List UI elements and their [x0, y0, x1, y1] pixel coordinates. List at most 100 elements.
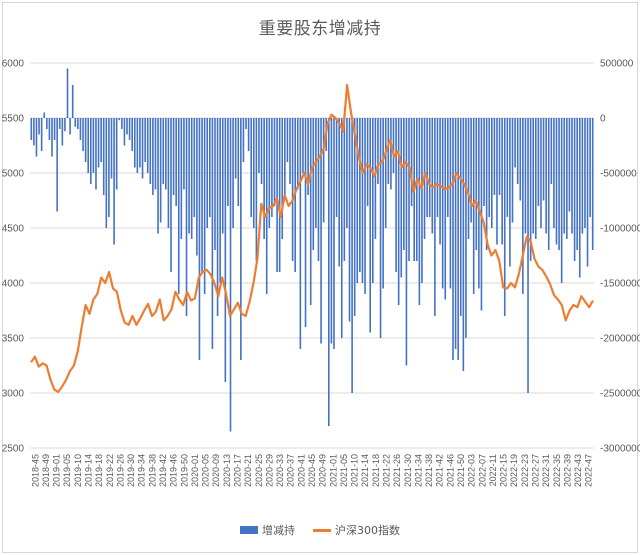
x-axis-tick: 2022-43: [573, 454, 583, 487]
bar: [252, 118, 255, 228]
bar: [177, 118, 180, 294]
bar: [149, 118, 152, 184]
bar: [167, 118, 170, 228]
x-axis-tick: 2020-09: [211, 454, 221, 487]
bar: [79, 118, 82, 140]
bar: [227, 118, 229, 206]
bar: [260, 118, 263, 184]
bar: [540, 118, 542, 228]
legend-line-label: 沪深300指数: [335, 524, 400, 537]
bar: [299, 118, 302, 349]
bar: [369, 118, 372, 333]
x-axis-tick: 2019-01: [52, 454, 62, 487]
right-axis-tick: -3000000: [600, 444, 640, 455]
bar: [441, 118, 444, 289]
bar: [568, 118, 571, 212]
bar: [315, 118, 317, 228]
bar: [390, 118, 392, 190]
left-axis-tick: 5000: [2, 169, 25, 180]
bar: [470, 118, 472, 223]
bar: [571, 118, 573, 234]
bar: [46, 118, 48, 129]
bar: [545, 118, 547, 234]
bar: [237, 118, 240, 206]
bar: [69, 118, 71, 135]
bar: [92, 118, 95, 173]
bar: [242, 118, 245, 162]
bar: [216, 118, 219, 316]
x-axis-tick: 2020-33: [275, 454, 285, 487]
bar: [71, 85, 74, 118]
bar: [400, 118, 403, 278]
bar: [348, 118, 351, 322]
bar: [547, 118, 550, 250]
bar: [452, 118, 454, 360]
x-axis-tick: 2020-25: [254, 454, 264, 487]
bar: [537, 118, 540, 206]
x-axis-tick: 2022-23: [520, 454, 530, 487]
bar: [108, 118, 110, 217]
x-axis-tick: 2021-46: [445, 454, 455, 487]
bar: [366, 118, 369, 206]
left-axis-tick: 3000: [2, 389, 25, 400]
x-axis-tick: 2020-17: [233, 454, 243, 487]
bar: [498, 118, 501, 195]
right-axis-tick: 0: [600, 114, 606, 125]
bar: [317, 118, 320, 261]
x-axis-tick: 2022-27: [531, 454, 541, 487]
bar: [371, 118, 374, 283]
x-axis-tick: 2020-21: [243, 454, 253, 487]
bar: [379, 118, 382, 338]
bar: [426, 118, 428, 217]
x-axis-tick: 2022-47: [584, 454, 594, 487]
bar: [183, 118, 185, 190]
bar: [338, 118, 340, 267]
bar: [328, 118, 330, 426]
bar: [255, 118, 258, 261]
x-axis-tick: 2020-29: [264, 454, 274, 487]
bar: [493, 118, 496, 195]
bar: [387, 118, 390, 184]
bar: [284, 118, 286, 201]
bar: [586, 118, 589, 267]
bar: [415, 118, 418, 261]
bar: [501, 118, 503, 245]
left-axis-tick: 3500: [2, 334, 25, 345]
bar: [377, 118, 379, 184]
bar: [472, 118, 475, 294]
bar: [447, 118, 449, 217]
bar: [459, 118, 462, 316]
bar: [395, 118, 397, 272]
bar: [115, 118, 118, 190]
chart-title: 重要股东增减持: [258, 19, 382, 39]
bar: [162, 118, 165, 184]
x-axis-tick: 2022-15: [499, 454, 509, 487]
bar: [454, 118, 457, 349]
bar: [58, 118, 61, 129]
bar: [578, 118, 581, 278]
bar: [193, 118, 196, 217]
bar: [511, 118, 514, 223]
bar: [97, 118, 100, 168]
bar: [141, 118, 144, 179]
bar: [382, 118, 384, 289]
bar: [397, 118, 400, 305]
x-axis-tick: 2018-49: [41, 454, 51, 487]
x-axis-tick: 2018-45: [30, 454, 40, 487]
bar: [133, 118, 136, 168]
bar: [214, 118, 216, 250]
legend-item-line: 沪深300指数: [313, 522, 400, 538]
bar: [519, 118, 522, 201]
bar: [361, 118, 364, 283]
bar: [196, 118, 198, 256]
bar: [232, 118, 234, 228]
x-axis-tick: 2020-05: [201, 454, 211, 487]
bar: [509, 118, 511, 267]
bar: [61, 118, 64, 146]
bar: [123, 118, 126, 146]
bar: [268, 118, 271, 228]
bar: [340, 118, 343, 338]
bar: [113, 118, 115, 245]
bar: [428, 118, 431, 217]
bar: [304, 118, 307, 327]
